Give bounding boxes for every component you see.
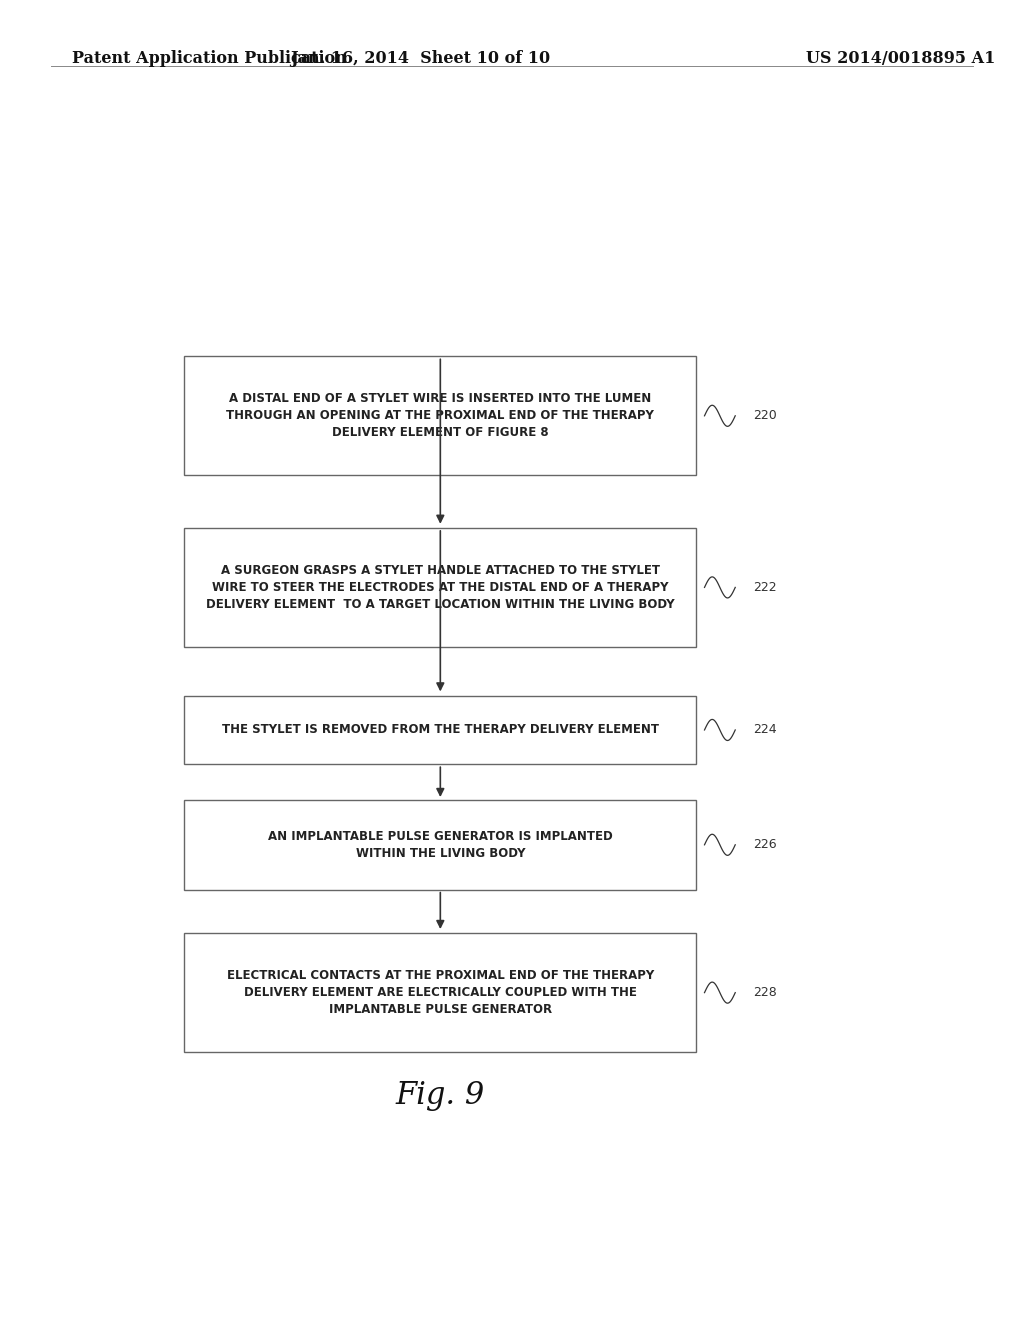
Text: 226: 226	[753, 838, 776, 851]
Text: 224: 224	[753, 723, 776, 737]
Text: Patent Application Publication: Patent Application Publication	[72, 50, 346, 67]
FancyBboxPatch shape	[184, 528, 696, 647]
Text: Jan. 16, 2014  Sheet 10 of 10: Jan. 16, 2014 Sheet 10 of 10	[290, 50, 550, 67]
FancyBboxPatch shape	[184, 356, 696, 475]
Text: 220: 220	[753, 409, 776, 422]
Text: AN IMPLANTABLE PULSE GENERATOR IS IMPLANTED
WITHIN THE LIVING BODY: AN IMPLANTABLE PULSE GENERATOR IS IMPLAN…	[268, 830, 612, 859]
Text: 228: 228	[753, 986, 776, 999]
Text: A SURGEON GRASPS A STYLET HANDLE ATTACHED TO THE STYLET
WIRE TO STEER THE ELECTR: A SURGEON GRASPS A STYLET HANDLE ATTACHE…	[206, 564, 675, 611]
Text: A DISTAL END OF A STYLET WIRE IS INSERTED INTO THE LUMEN
THROUGH AN OPENING AT T: A DISTAL END OF A STYLET WIRE IS INSERTE…	[226, 392, 654, 440]
Text: Fig. 9: Fig. 9	[395, 1080, 485, 1111]
FancyBboxPatch shape	[184, 933, 696, 1052]
Text: THE STYLET IS REMOVED FROM THE THERAPY DELIVERY ELEMENT: THE STYLET IS REMOVED FROM THE THERAPY D…	[222, 723, 658, 737]
Text: ELECTRICAL CONTACTS AT THE PROXIMAL END OF THE THERAPY
DELIVERY ELEMENT ARE ELEC: ELECTRICAL CONTACTS AT THE PROXIMAL END …	[226, 969, 654, 1016]
FancyBboxPatch shape	[184, 696, 696, 764]
FancyBboxPatch shape	[184, 800, 696, 890]
Text: 222: 222	[753, 581, 776, 594]
Text: US 2014/0018895 A1: US 2014/0018895 A1	[807, 50, 995, 67]
